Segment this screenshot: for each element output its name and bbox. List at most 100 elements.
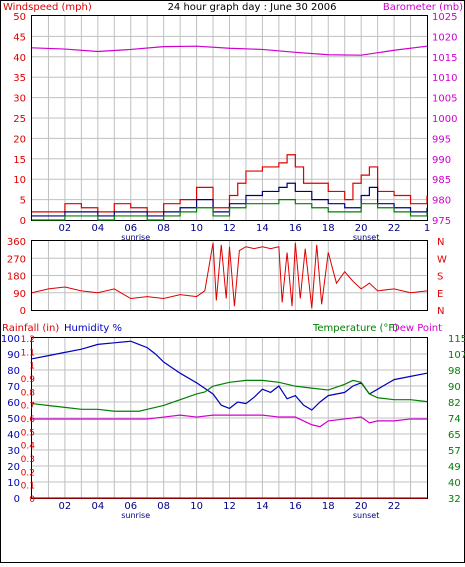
series-line-windspeed-mph- (32, 154, 428, 213)
barometer-tick-label: 1025 (432, 12, 457, 23)
wind-x-end-label: 1 (424, 223, 430, 234)
rainfall-tick-label: 0.2 (21, 468, 35, 478)
windspeed-tick-label: 45 (13, 32, 26, 43)
temperature-tick-label: 40 (448, 478, 461, 489)
wind-sunrise-label: sunrise (121, 233, 150, 242)
series-line-wind-direction (31, 242, 428, 309)
windspeed-tick-label: 5 (20, 196, 26, 207)
humidity-tick-label: 80 (7, 366, 20, 377)
humidity-x-tick-label: 14 (256, 501, 269, 512)
series-line-barometer-mb- (31, 45, 428, 56)
windspeed-tick-label: 50 (13, 12, 26, 23)
chart-title: 24 hour graph day : June 30 2006 (168, 2, 337, 13)
wind-sunset-label: sunset (353, 233, 380, 242)
windspeed-tick-label: 15 (13, 155, 26, 166)
rainfall-tick-label: 1.2 (21, 335, 35, 345)
direction-panel-frame (31, 240, 428, 311)
series-line-wind-direction-avg (32, 199, 428, 221)
temperature-tick-label: 65 (448, 430, 461, 441)
wind-x-tick-label: 12 (223, 223, 236, 234)
humidity-x-tick-label: 20 (355, 501, 368, 512)
direction-tick-label: 0 (20, 306, 26, 317)
tick-label-layer: 0510152025303540455097598098599099510001… (1, 12, 465, 520)
barometer-axis-label: Barometer (mb) (383, 2, 463, 13)
wind-x-tick-label: 16 (289, 223, 302, 234)
windspeed-tick-label: 0 (20, 216, 26, 227)
temperature-tick-label: 90 (448, 382, 461, 393)
dewpoint-axis-label: Dew Point (392, 323, 442, 334)
windspeed-tick-label: 20 (13, 134, 26, 145)
windspeed-axis-label: Windspeed (mph) (3, 2, 92, 13)
compass-tick-label: E (437, 289, 443, 300)
wind-x-tick-label: 04 (91, 223, 104, 234)
series-line-wind-gust (32, 182, 428, 217)
barometer-tick-label: 1000 (432, 114, 457, 125)
humidity-x-tick-label: 22 (388, 501, 401, 512)
temperature-tick-label: 74 (448, 414, 461, 425)
wind-panel-frame (31, 15, 428, 221)
wind-x-tick-label: 06 (124, 223, 137, 234)
temperature-tick-label: 107 (448, 350, 465, 361)
humidity-tick-label: 40 (7, 430, 20, 441)
barometer-tick-label: 1005 (432, 94, 457, 105)
rainfall-tick-label: 0.6 (21, 415, 36, 425)
temperature-tick-label: 32 (448, 494, 461, 505)
rainfall-tick-label: 0.7 (21, 402, 35, 412)
humidity-tick-label: 100 (1, 334, 20, 345)
humidity-tick-label: 90 (7, 350, 20, 361)
rainfall-tick-label: 0.5 (21, 428, 35, 438)
series-line-temperature-f- (31, 379, 428, 412)
humidity-tick-label: 20 (7, 462, 20, 473)
wind-x-tick-label: 20 (355, 223, 368, 234)
rainfall-axis-label: Rainfall (in) (2, 323, 59, 334)
windspeed-tick-label: 10 (13, 175, 26, 186)
temperature-tick-label: 115 (448, 334, 465, 345)
humidity-tick-label: 10 (7, 478, 20, 489)
humidity-axis-label: Humidity % (64, 323, 122, 334)
humidity-x-tick-label: 02 (59, 501, 72, 512)
temperature-tick-label: 49 (448, 462, 461, 473)
rainfall-tick-label: 0.1 (21, 482, 35, 492)
rainfall-tick-label: 0.4 (21, 442, 36, 452)
rainfall-tick-label: 0.8 (21, 388, 36, 398)
temperature-tick-label: 98 (448, 366, 461, 377)
wind-x-tick-label: 14 (256, 223, 269, 234)
rainfall-tick-label: 1 (29, 362, 35, 372)
direction-tick-label: 360 (7, 237, 26, 248)
wind-x-tick-label: 22 (388, 223, 401, 234)
barometer-tick-label: 975 (432, 216, 451, 227)
barometer-tick-label: 1015 (432, 53, 457, 64)
wind-x-tick-label: 02 (59, 223, 72, 234)
temperature-axis-label: Temperature (°F) (312, 323, 398, 334)
direction-tick-label: 180 (7, 272, 26, 283)
windspeed-tick-label: 25 (13, 114, 26, 125)
wind-x-tick-label: 18 (322, 223, 335, 234)
temperature-tick-label: 82 (448, 398, 461, 409)
humidity-tick-label: 60 (7, 398, 20, 409)
humidity-tick-label: 70 (7, 382, 20, 393)
series-line-humidity- (31, 340, 428, 411)
humidity-x-tick-label: 08 (157, 501, 170, 512)
barometer-tick-label: 990 (432, 155, 451, 166)
series-line-dew-point (32, 414, 427, 428)
humidity-x-tick-label: 06 (124, 501, 137, 512)
barometer-tick-label: 980 (432, 196, 451, 207)
windspeed-tick-label: 40 (13, 53, 26, 64)
rainfall-tick-label: 0.9 (21, 375, 36, 385)
humidity-sunrise-label: sunrise (121, 511, 150, 520)
rainfall-tick-label: 0 (29, 495, 35, 505)
barometer-tick-label: 995 (432, 134, 451, 145)
wind-x-tick-label: 10 (190, 223, 203, 234)
compass-tick-label: N (437, 237, 444, 248)
direction-tick-label: 270 (7, 254, 26, 265)
windspeed-tick-label: 30 (13, 94, 26, 105)
direction-tick-label: 90 (13, 289, 26, 300)
series-layer (31, 45, 428, 499)
barometer-tick-label: 985 (432, 175, 451, 186)
humidity-tick-label: 50 (7, 414, 20, 425)
humidity-x-tick-label: 04 (91, 501, 104, 512)
barometer-tick-label: 1010 (432, 73, 457, 84)
rainfall-tick-label: 0.3 (21, 455, 35, 465)
